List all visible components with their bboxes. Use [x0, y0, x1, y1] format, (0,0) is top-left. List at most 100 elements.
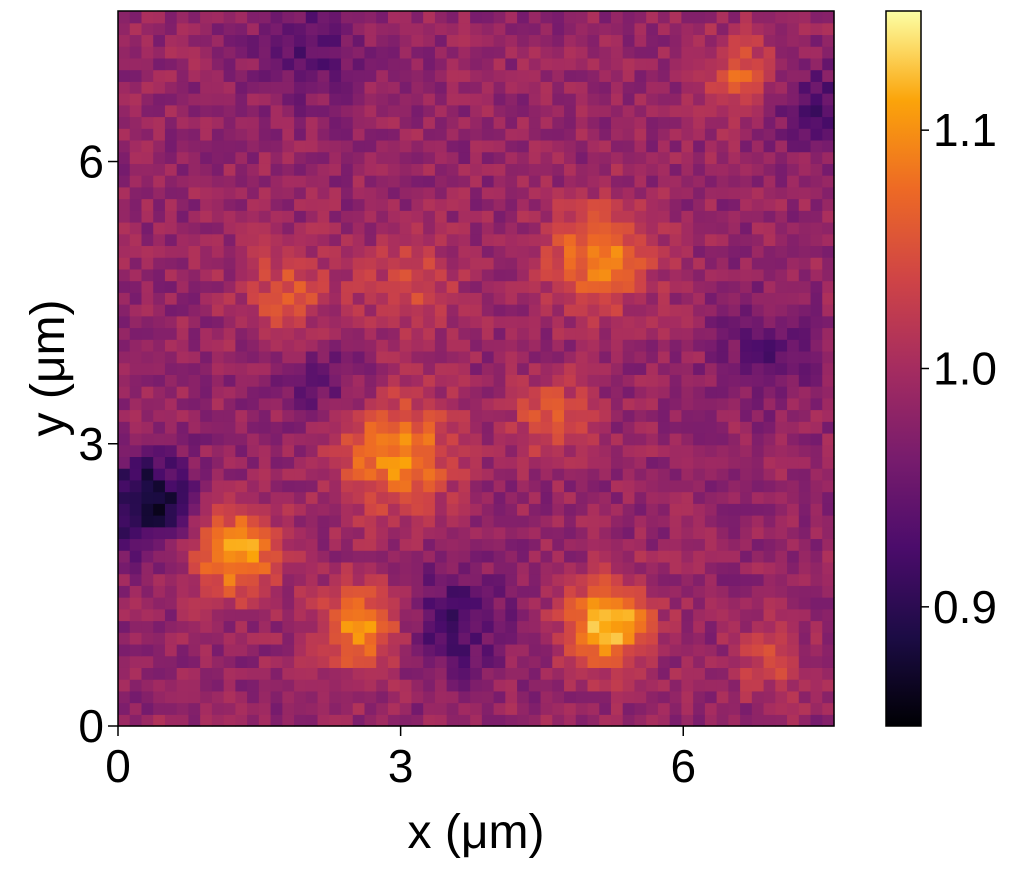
- heatmap-cell: [282, 526, 295, 540]
- heatmap-cell: [364, 163, 377, 176]
- heatmap-cell: [704, 198, 718, 211]
- heatmap-cell: [751, 339, 765, 352]
- heatmap-cell: [587, 374, 600, 387]
- heatmap-cell: [258, 503, 272, 516]
- heatmap-cell: [575, 386, 589, 399]
- heatmap-cell: [587, 81, 600, 94]
- heatmap-cell: [505, 104, 518, 118]
- heatmap-cell: [599, 93, 612, 106]
- heatmap-cell: [376, 304, 389, 317]
- heatmap-cell: [470, 585, 483, 598]
- heatmap-cell: [622, 690, 636, 704]
- heatmap-cell: [211, 210, 225, 223]
- heatmap-cell: [810, 128, 823, 141]
- heatmap-cell: [470, 444, 483, 458]
- heatmap-cell: [247, 679, 260, 692]
- heatmap-cell: [798, 280, 812, 293]
- heatmap-cell: [317, 268, 330, 282]
- heatmap-cell: [693, 561, 706, 575]
- heatmap-cell: [763, 409, 776, 422]
- heatmap-cell: [305, 233, 319, 247]
- heatmap-cell: [341, 468, 354, 481]
- heatmap-cell: [505, 245, 518, 258]
- heatmap-cell: [223, 479, 236, 493]
- heatmap-cell: [481, 456, 495, 469]
- heatmap-cell: [798, 163, 812, 176]
- heatmap-cell: [517, 151, 530, 164]
- heatmap-cell: [352, 151, 366, 164]
- heatmap-cell: [517, 679, 530, 692]
- heatmap-cell: [223, 421, 236, 434]
- heatmap-cell: [176, 491, 190, 504]
- heatmap-cell: [763, 350, 776, 364]
- heatmap-cell: [341, 34, 354, 47]
- heatmap-cell: [646, 515, 659, 528]
- heatmap-cell: [669, 714, 683, 727]
- heatmap-cell: [693, 573, 706, 586]
- heatmap-cell: [740, 57, 753, 71]
- heatmap-cell: [517, 22, 530, 36]
- heatmap-cell: [751, 46, 765, 59]
- heatmap-cell: [528, 655, 542, 668]
- heatmap-cell: [716, 175, 729, 188]
- heatmap-cell: [411, 479, 424, 493]
- heatmap-cell: [258, 69, 272, 82]
- heatmap-cell: [552, 538, 565, 551]
- heatmap-cell: [599, 714, 612, 727]
- heatmap-cell: [458, 667, 471, 680]
- heatmap-cell: [223, 198, 236, 211]
- heatmap-cell: [153, 632, 166, 645]
- heatmap-cell: [153, 456, 166, 469]
- heatmap-cell: [446, 456, 459, 469]
- heatmap-cell: [798, 210, 812, 223]
- heatmap-cell: [751, 374, 765, 387]
- heatmap-cell: [387, 11, 401, 24]
- heatmap-cell: [247, 573, 260, 586]
- heatmap-cell: [129, 667, 143, 680]
- heatmap-cell: [458, 432, 471, 446]
- heatmap-cell: [247, 620, 260, 633]
- heatmap-cell: [704, 151, 718, 164]
- heatmap-cell: [329, 46, 342, 59]
- heatmap-cell: [657, 151, 671, 164]
- heatmap-cell: [176, 57, 190, 71]
- heatmap-cell: [305, 526, 319, 540]
- heatmap-cell: [669, 186, 683, 200]
- heatmap-cell: [470, 468, 483, 481]
- heatmap-cell: [693, 667, 706, 680]
- heatmap-cell: [716, 421, 729, 434]
- heatmap-cell: [481, 702, 495, 715]
- heatmap-cell: [610, 620, 624, 633]
- heatmap-cell: [294, 257, 307, 270]
- heatmap-cell: [587, 491, 600, 504]
- heatmap-cell: [552, 362, 565, 375]
- heatmap-cell: [587, 245, 600, 258]
- heatmap-cell: [810, 620, 823, 633]
- heatmap-cell: [247, 233, 260, 247]
- heatmap-cell: [822, 34, 835, 47]
- heatmap-cell: [423, 526, 436, 540]
- heatmap-cell: [822, 22, 835, 36]
- heatmap-cell: [657, 491, 671, 504]
- heatmap-cell: [822, 538, 835, 551]
- heatmap-cell: [270, 667, 283, 680]
- heatmap-cell: [751, 104, 765, 118]
- heatmap-cell: [341, 515, 354, 528]
- heatmap-cell: [118, 714, 131, 727]
- heatmap-cell: [481, 632, 495, 645]
- heatmap-cell: [646, 280, 659, 293]
- heatmap-cell: [610, 374, 624, 387]
- heatmap-cell: [564, 245, 577, 258]
- heatmap-cell: [728, 292, 741, 305]
- heatmap-cell: [657, 386, 671, 399]
- heatmap-cell: [763, 690, 776, 704]
- heatmap-cell: [634, 503, 647, 516]
- heatmap-cell: [129, 432, 143, 446]
- heatmap-cell: [258, 362, 272, 375]
- heatmap-cell: [587, 714, 600, 727]
- heatmap-cell: [164, 667, 178, 680]
- heatmap-cell: [704, 93, 718, 106]
- heatmap-cell: [200, 515, 213, 528]
- colorbar-tick-label: 1.1: [933, 104, 997, 156]
- heatmap-cell: [575, 538, 589, 551]
